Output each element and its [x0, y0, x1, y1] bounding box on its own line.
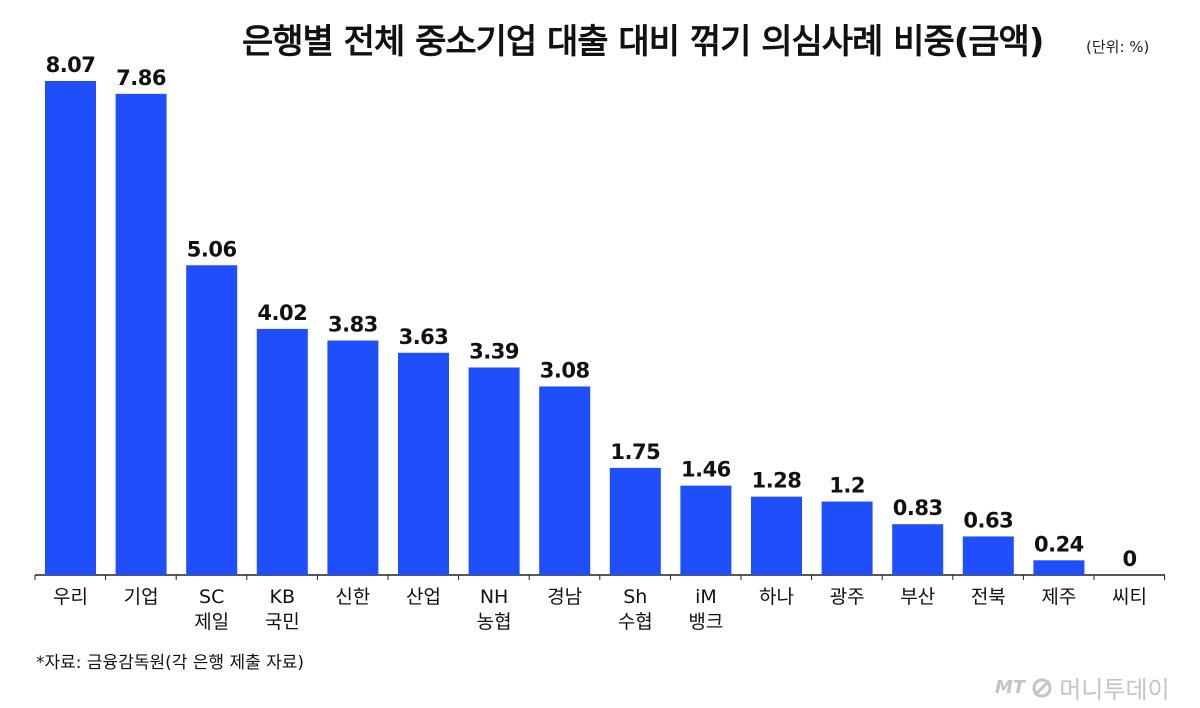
- category-label: 경남: [547, 586, 582, 608]
- bar: [256, 328, 308, 575]
- data-label: 1.2: [829, 474, 865, 498]
- category-label: 산업: [406, 586, 441, 608]
- bar: [539, 386, 591, 575]
- category-label: 기업: [124, 586, 159, 608]
- data-label: 3.63: [399, 325, 449, 349]
- data-label: 4.02: [257, 301, 307, 325]
- bar: [1033, 560, 1085, 575]
- bar: [327, 340, 379, 575]
- data-label: 0.24: [1034, 532, 1084, 556]
- category-label: 광주: [830, 586, 865, 608]
- data-label: 0: [1122, 547, 1136, 571]
- category-label: 신한: [335, 586, 370, 608]
- category-label: 뱅크: [688, 611, 723, 633]
- data-label: 1.28: [752, 469, 802, 493]
- category-label: 농협: [477, 611, 512, 633]
- bar: [892, 524, 944, 575]
- category-label: 하나: [759, 586, 794, 608]
- unit-label: (단위: %): [1086, 38, 1150, 56]
- data-label: 1.75: [610, 440, 660, 464]
- category-label: 씨티: [1112, 586, 1147, 608]
- category-label: 제일: [194, 611, 229, 633]
- data-label: 3.83: [328, 313, 378, 337]
- category-label: 국민: [265, 611, 300, 633]
- bar: [186, 265, 238, 575]
- data-label: 0.63: [963, 508, 1013, 532]
- data-label: 5.06: [187, 237, 237, 261]
- category-label: 제주: [1041, 586, 1076, 608]
- bar: [751, 496, 802, 575]
- data-label: 7.86: [116, 66, 166, 90]
- bar: [398, 352, 449, 575]
- category-label: NH: [480, 586, 509, 608]
- logo-swoosh-icon: [1032, 678, 1052, 697]
- chart-title: 은행별 전체 중소기업 대출 대비 꺾기 의심사례 비중(금액): [242, 22, 1044, 62]
- mt-logo: MT 머니투데이: [995, 670, 1170, 705]
- category-label: SC: [199, 586, 224, 608]
- data-label: 3.39: [469, 339, 519, 363]
- category-label: 수협: [618, 611, 653, 633]
- bar: [962, 536, 1014, 575]
- data-label: 8.07: [46, 53, 96, 77]
- category-label: KB: [270, 586, 296, 608]
- data-label: 1.46: [681, 458, 731, 482]
- bar: [821, 501, 873, 575]
- bar: [468, 367, 520, 575]
- logo-mt-text: MT: [995, 677, 1026, 698]
- source-note: *자료: 금융감독원(각 은행 제출 자료): [36, 653, 305, 673]
- bar: [115, 93, 167, 576]
- bar: [609, 467, 661, 575]
- category-label: 전북: [971, 586, 1006, 608]
- category-label: 우리: [53, 586, 88, 608]
- category-label: iM: [695, 586, 717, 608]
- category-label: Sh: [623, 586, 647, 608]
- data-label: 0.83: [893, 496, 943, 520]
- bar: [680, 485, 732, 575]
- data-label: 3.08: [540, 358, 590, 382]
- category-label: 부산: [900, 586, 935, 608]
- logo-text: 머니투데이: [1059, 676, 1170, 704]
- bar: [45, 81, 96, 575]
